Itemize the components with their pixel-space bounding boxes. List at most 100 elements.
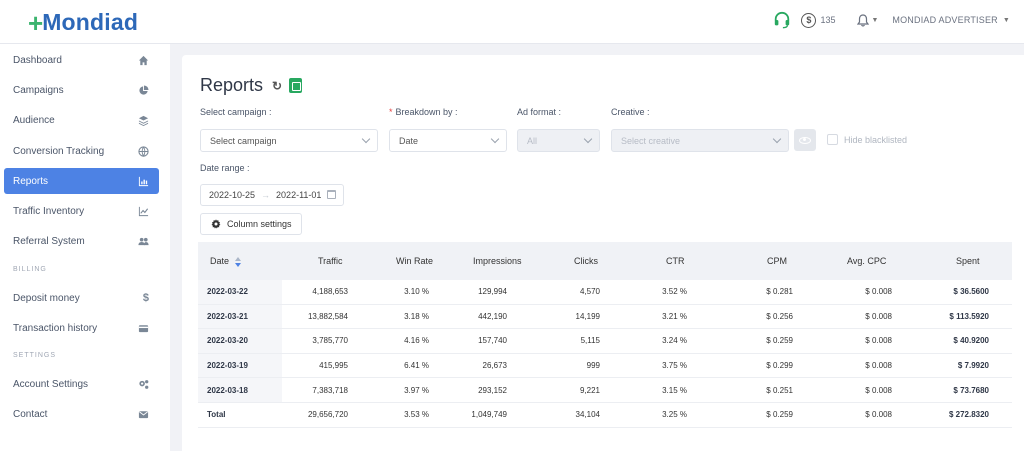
- gear-icon: [211, 219, 221, 229]
- column-header-date[interactable]: Date: [210, 242, 242, 280]
- cell-avg-cpc: $ 0.008: [865, 311, 892, 321]
- column-header-label: Date: [210, 256, 230, 266]
- sidebar-item-transaction-history[interactable]: Transaction history: [4, 315, 159, 341]
- column-header-cpm[interactable]: CPM: [767, 256, 787, 266]
- bell-icon: [857, 13, 870, 27]
- cell-clicks: 999: [586, 361, 600, 371]
- logo-text: Mondiad: [42, 9, 139, 35]
- creative-select[interactable]: Select creative: [611, 129, 789, 152]
- cell-date: 2022-03-19: [207, 361, 248, 371]
- date-cell-background: [198, 304, 282, 329]
- daterange-label: Date range :: [200, 163, 250, 173]
- hide-blacklisted-toggle[interactable]: Hide blacklisted: [827, 134, 907, 145]
- dollar-icon: $: [142, 292, 149, 304]
- table-row: 2022-03-19 415,995 6.41 % 26,673 999 3.75 % $ …: [198, 353, 1012, 379]
- column-header-spent[interactable]: Spent: [956, 256, 980, 266]
- report-table: Date Traffic Win Rate Impressions Clicks…: [198, 242, 1012, 428]
- sidebar-item-label: Transaction history: [13, 322, 98, 334]
- settings-section-label: SETTINGS: [13, 352, 57, 359]
- cell-win-rate: 3.10 %: [404, 287, 429, 297]
- sidebar-item-label: Deposit money: [13, 292, 80, 304]
- spreadsheet-icon[interactable]: [289, 78, 303, 93]
- column-header-clicks[interactable]: Clicks: [574, 256, 598, 266]
- sidebar-item-audience[interactable]: Audience: [4, 107, 159, 133]
- breakdown-select[interactable]: Date: [389, 129, 507, 152]
- adformat-select[interactable]: All: [517, 129, 600, 152]
- cell-win-rate: 3.53 %: [404, 410, 429, 420]
- cell-win-rate: 4.16 %: [404, 336, 429, 346]
- logo[interactable]: + Mondiad: [28, 9, 138, 36]
- line-chart-icon: [138, 206, 149, 216]
- notifications-button[interactable]: ▼: [857, 13, 878, 27]
- sidebar-item-dashboard[interactable]: Dashboard: [4, 47, 159, 73]
- sidebar-item-label: Conversion Tracking: [13, 145, 105, 157]
- adformat-filter-label: Ad format :: [517, 107, 562, 117]
- sidebar-item-label: Reports: [13, 175, 49, 187]
- sidebar-item-conversion-tracking[interactable]: Conversion Tracking: [4, 138, 159, 164]
- balance-display[interactable]: $ 135: [801, 12, 835, 28]
- sidebar-item-account-settings[interactable]: Account Settings: [4, 371, 159, 397]
- sidebar-item-label: Referral System: [13, 235, 85, 247]
- column-header-avg-cpc[interactable]: Avg. CPC: [847, 256, 887, 266]
- column-settings-label: Column settings: [227, 219, 292, 229]
- cell-traffic: 13,882,584: [307, 311, 348, 321]
- campaign-select[interactable]: Select campaign: [200, 129, 378, 152]
- gears-icon: [139, 379, 149, 389]
- cell-win-rate: 3.18 %: [404, 311, 429, 321]
- cell-date: Total: [207, 410, 226, 420]
- date-from: 2022-10-25: [209, 190, 256, 200]
- cell-ctr: 3.21 %: [662, 311, 687, 321]
- chevron-down-icon: [361, 134, 371, 144]
- sidebar-item-deposit-money[interactable]: Deposit money $: [4, 285, 159, 311]
- campaign-select-value: Select campaign: [210, 135, 277, 146]
- sidebar-item-label: Audience: [13, 114, 55, 126]
- headset-icon[interactable]: [773, 11, 791, 29]
- column-header-traffic[interactable]: Traffic: [318, 256, 343, 266]
- cell-avg-cpc: $ 0.008: [865, 410, 892, 420]
- cell-spent: $ 36.5600: [953, 287, 989, 297]
- cell-ctr: 3.15 %: [662, 385, 687, 395]
- hide-blacklisted-checkbox[interactable]: [827, 134, 838, 145]
- daterange-picker[interactable]: 2022-10-25 → 2022-11-01: [200, 184, 344, 206]
- table-row: 2022-03-18 7,383,718 3.97 % 293,152 9,221 3.1…: [198, 378, 1012, 403]
- breakdown-label-text: Breakdown by :: [395, 107, 458, 117]
- column-header-win-rate[interactable]: Win Rate: [396, 256, 434, 266]
- refresh-icon[interactable]: ↻: [272, 78, 283, 93]
- cell-impressions: 26,673: [482, 361, 507, 371]
- cell-date: 2022-03-22: [207, 287, 248, 297]
- cell-date: 2022-03-20: [207, 336, 248, 346]
- users-icon: [138, 237, 149, 245]
- column-header-impressions[interactable]: Impressions: [473, 256, 522, 266]
- cell-win-rate: 3.97 %: [404, 385, 429, 395]
- date-cell-background: [198, 329, 282, 353]
- sidebar-item-reports[interactable]: Reports: [4, 168, 159, 194]
- sidebar-item-campaigns[interactable]: Campaigns: [4, 77, 159, 103]
- column-settings-button[interactable]: Column settings: [200, 213, 302, 235]
- cell-ctr: 3.24 %: [662, 336, 687, 346]
- column-header-ctr[interactable]: CTR: [666, 256, 685, 266]
- cell-spent: $ 40.9200: [953, 336, 989, 346]
- cell-impressions: 1,049,749: [471, 410, 507, 420]
- sidebar-item-contact[interactable]: Contact: [4, 401, 159, 427]
- account-menu[interactable]: MONDIAD ADVERTISER ▼: [892, 15, 1010, 25]
- cell-traffic: 29,656,720: [307, 410, 348, 420]
- cell-traffic: 4,188,653: [312, 287, 348, 297]
- envelope-icon: [138, 410, 149, 418]
- date-cell-background: [198, 280, 282, 304]
- table-row: 2022-03-22 4,188,653 3.10 % 129,994 4,570 3.5…: [198, 280, 1012, 305]
- chevron-down-icon: ▼: [1002, 16, 1010, 24]
- cell-avg-cpc: $ 0.008: [865, 385, 892, 395]
- chevron-down-icon: [490, 134, 500, 144]
- calendar-icon: [327, 190, 336, 199]
- cell-avg-cpc: $ 0.008: [865, 336, 892, 346]
- preview-creative-button[interactable]: [794, 129, 816, 151]
- sidebar-item-referral-system[interactable]: Referral System: [4, 228, 159, 254]
- breakdown-select-value: Date: [399, 135, 419, 146]
- sort-icon[interactable]: [235, 256, 242, 267]
- cell-avg-cpc: $ 0.008: [865, 287, 892, 297]
- cell-clicks: 9,221: [579, 385, 600, 395]
- bar-chart-icon: [138, 176, 149, 186]
- sidebar-item-traffic-inventory[interactable]: Traffic Inventory: [4, 198, 159, 224]
- layers-icon: [138, 115, 149, 126]
- cell-spent: $ 272.8320: [948, 410, 989, 420]
